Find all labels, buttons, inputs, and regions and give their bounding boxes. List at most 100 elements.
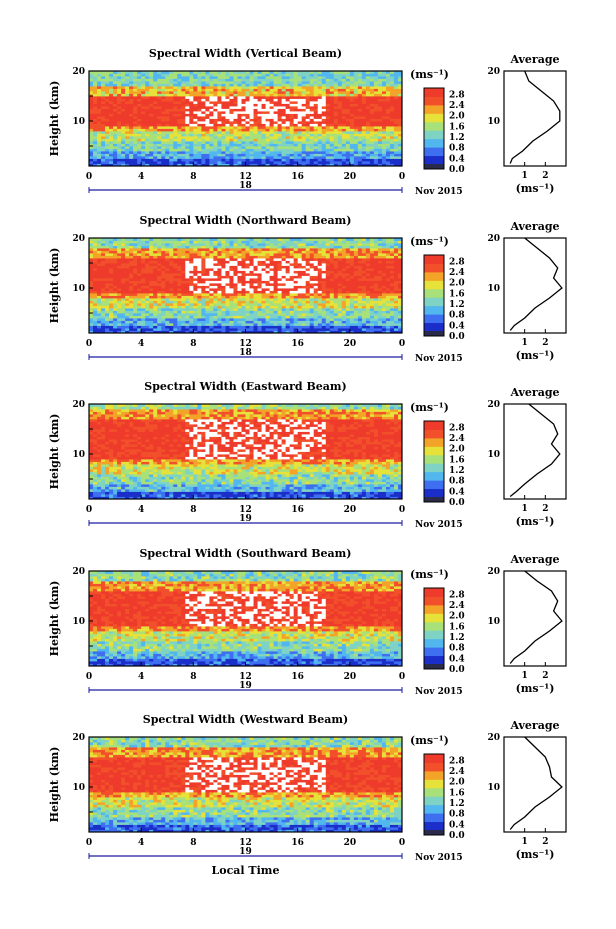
heatmap-cell (357, 106, 363, 109)
heatmap-cell (217, 133, 222, 137)
heatmap-cell (165, 298, 170, 301)
heatmap-cell (185, 103, 190, 107)
heatmap-cell (181, 143, 186, 147)
heatmap-cell (393, 275, 399, 279)
heatmap-cell (197, 71, 202, 74)
heatmap-cell (177, 126, 182, 129)
heatmap-cell (365, 123, 371, 127)
heatmap-cell (137, 328, 142, 331)
heatmap-cell (141, 76, 146, 79)
heatmap-cell (189, 121, 194, 124)
heatmap-cell (393, 278, 399, 281)
heatmap-cell (381, 283, 387, 286)
heatmap-cell (101, 78, 106, 82)
heatmap-cell (393, 106, 399, 109)
heatmap-cell (153, 308, 158, 311)
heatmap-cell (265, 116, 270, 119)
heatmap-cell (177, 96, 182, 99)
heatmap-cell (153, 118, 158, 122)
heatmap-cell (209, 323, 214, 326)
heatmap-cell (309, 111, 315, 114)
heatmap-cell (289, 88, 295, 92)
heatmap-cell (241, 88, 246, 92)
heatmap-cell (153, 123, 158, 127)
heatmap-cell (349, 163, 355, 167)
heatmap-cell (261, 116, 266, 119)
heatmap-cell (225, 83, 230, 87)
heatmap-cell (101, 300, 106, 304)
heatmap-cell (189, 108, 194, 112)
heatmap-cell (305, 143, 311, 147)
heatmap-cell (245, 325, 250, 329)
heatmap-cell (89, 113, 94, 117)
heatmap-cell (337, 131, 343, 134)
heatmap-cell (325, 278, 331, 281)
heatmap-cell (277, 153, 283, 157)
heatmap-cell (137, 161, 142, 164)
heatmap-cell (253, 148, 258, 152)
heatmap-cell (337, 91, 343, 94)
heatmap-cell (249, 128, 254, 132)
heatmap-cell (149, 153, 154, 157)
heatmap-cell (197, 78, 202, 82)
heatmap-cell (349, 298, 355, 301)
heatmap-cell (361, 103, 367, 107)
heatmap-cell (189, 93, 194, 97)
heatmap-cell (109, 121, 114, 124)
heatmap-cell (181, 293, 186, 296)
heatmap-cell (329, 136, 335, 139)
heatmap-cell (165, 71, 170, 74)
heatmap-cell (169, 268, 174, 271)
heatmap-cell (213, 278, 218, 281)
heatmap-cell (321, 305, 327, 309)
heatmap-cell (225, 136, 230, 139)
heatmap-cell (241, 285, 246, 289)
heatmap-cell (161, 106, 166, 109)
heatmap-cell (97, 143, 102, 147)
heatmap-cell (293, 121, 299, 124)
heatmap-cell (229, 288, 234, 291)
heatmap-cell (273, 278, 278, 281)
heatmap-cell (133, 280, 138, 284)
heatmap-cell (257, 71, 262, 74)
heatmap-cell (205, 278, 210, 281)
heatmap-cell (381, 88, 387, 92)
heatmap-cell (285, 113, 291, 117)
heatmap-cell (121, 151, 126, 154)
heatmap-cell (105, 320, 110, 324)
heatmap-cell (141, 126, 146, 129)
heatmap-cell (237, 106, 242, 109)
heatmap-cell (149, 121, 154, 124)
heatmap-cell (209, 278, 214, 281)
heatmap-cell (97, 83, 102, 87)
heatmap-cell (321, 128, 327, 132)
heatmap-cell (209, 103, 214, 107)
heatmap-cell (177, 121, 182, 124)
heatmap-cell (177, 295, 182, 299)
heatmap-cell (341, 106, 347, 109)
heatmap-cell (137, 88, 142, 92)
heatmap-cell (213, 93, 218, 97)
heatmap-cell (169, 108, 174, 112)
heatmap-cell (349, 118, 355, 122)
heatmap-cell (377, 106, 383, 109)
heatmap-cell (357, 146, 363, 149)
heatmap-cell (149, 116, 154, 119)
heatmap-cell (257, 101, 262, 104)
heatmap-cell (125, 293, 130, 296)
heatmap-cell (357, 133, 363, 137)
heatmap-cell (333, 76, 339, 79)
heatmap-cell (357, 320, 363, 324)
heatmap-cell (261, 330, 266, 334)
heatmap-cell (289, 91, 295, 94)
heatmap-cell (173, 76, 178, 79)
heatmap-cell (301, 121, 307, 124)
heatmap-cell (189, 313, 194, 316)
heatmap-cell (105, 133, 110, 137)
heatmap-cell (169, 310, 174, 314)
heatmap-cell (253, 93, 258, 97)
heatmap-cell (265, 148, 270, 152)
heatmap-cell (329, 161, 335, 164)
heatmap-cell (233, 330, 238, 334)
heatmap-cell (133, 73, 138, 77)
